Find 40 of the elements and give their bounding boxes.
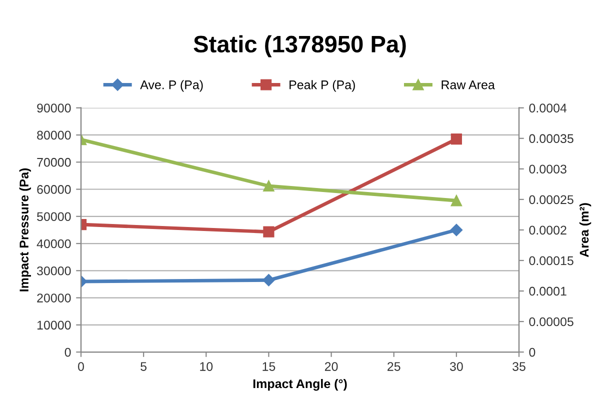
y2-tick-label: 0.00035 <box>529 134 574 144</box>
y-tick-label: 30000 <box>37 266 71 276</box>
x-tick-label: 0 <box>78 362 84 371</box>
y-tick-label: 0 <box>64 348 71 357</box>
x-tick-label: 25 <box>388 362 400 371</box>
point <box>263 180 274 192</box>
y-tick-label: 20000 <box>37 294 71 302</box>
y-tick-label: 50000 <box>37 212 71 222</box>
y2-tick-label: 0.0002 <box>529 226 566 235</box>
y2-tick-label: 0.0001 <box>529 286 566 296</box>
y-tick-label: 40000 <box>36 239 71 248</box>
y-axis-title: Impact Pressure (Pa) <box>19 168 31 292</box>
x-tick-label: 20 <box>324 362 338 371</box>
y-tick-label: 10000 <box>37 320 71 330</box>
x-axis-title: Impact Angle (°) <box>253 378 347 391</box>
y-tick-label: 80000 <box>37 130 71 140</box>
y2-tick-label: 0.00025 <box>529 195 574 204</box>
x-tick-label: 15 <box>262 362 276 371</box>
x-tick-label: 10 <box>200 362 213 371</box>
y2-tick-label: 0.00015 <box>529 256 574 266</box>
x-tick-label: 35 <box>512 362 526 371</box>
point <box>450 134 462 145</box>
chart-title: Static (1378950 Pa) <box>194 35 406 58</box>
x-tick-label: 30 <box>450 362 463 371</box>
y2-tick-label: 0 <box>529 348 536 357</box>
y-tick-label: 70000 <box>37 158 71 167</box>
point <box>450 195 462 206</box>
y2-tick-label: 0.0003 <box>529 164 566 174</box>
legend-label: Raw Area <box>442 80 495 90</box>
legend-label: Peak P (Pa) <box>290 80 355 92</box>
x-tick-label: 5 <box>140 362 147 371</box>
point <box>450 224 463 236</box>
point <box>263 226 274 238</box>
y2-tick-label: 0.00005 <box>529 317 574 326</box>
y2-axis-title: Area (m²) <box>579 203 592 258</box>
legend-label: Ave. P (Pa) <box>140 80 203 92</box>
y-tick-label: 60000 <box>37 185 71 194</box>
y2-tick-label: 0.0004 <box>529 104 567 113</box>
y-tick-label: 90000 <box>37 104 71 113</box>
point <box>262 274 275 286</box>
